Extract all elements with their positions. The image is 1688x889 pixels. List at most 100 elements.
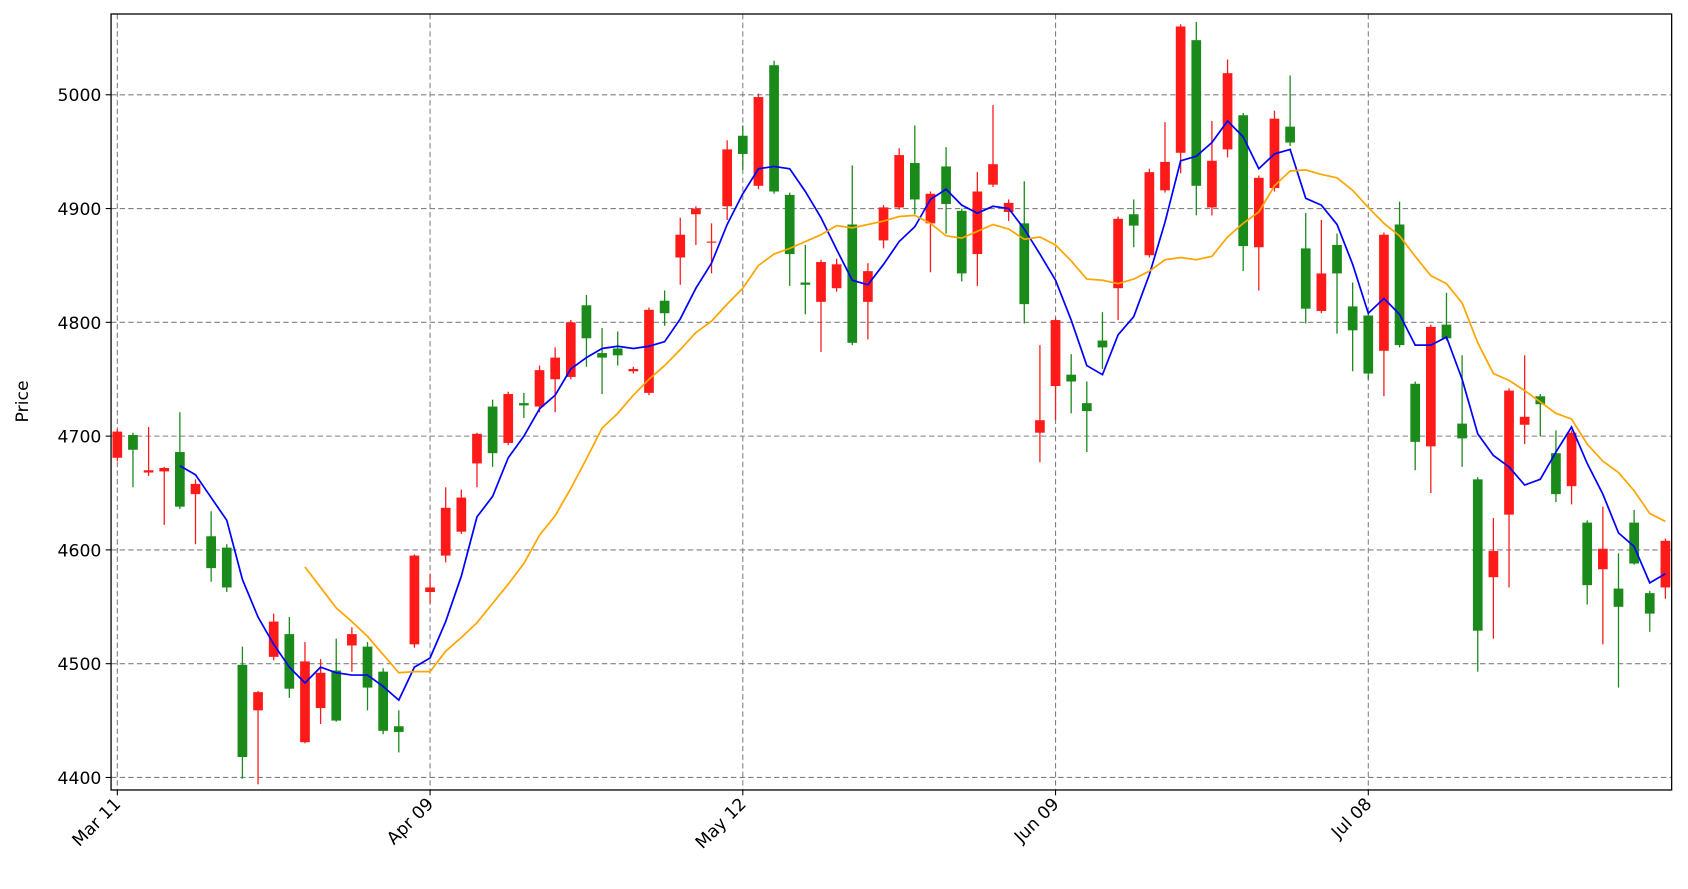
candle-body: [1285, 126, 1295, 143]
candle-body: [1113, 218, 1123, 289]
candle-body: [1629, 522, 1639, 564]
candle-body: [1050, 320, 1061, 387]
moving-average-line: [304, 168, 1666, 674]
candle-body: [253, 692, 263, 711]
candle-body: [800, 282, 811, 285]
candle-body: [300, 661, 310, 743]
x-tick-label: Apr 09: [383, 794, 438, 849]
x-tick-label: May 12: [692, 794, 751, 853]
candle-body: [1128, 214, 1139, 226]
candle-body: [409, 555, 420, 645]
candle-body: [1660, 540, 1671, 588]
candle-body: [1504, 390, 1514, 515]
x-tick-label: Jun 09: [1010, 794, 1063, 847]
candle-body: [393, 726, 404, 732]
candle-body: [675, 234, 686, 258]
x-tick-label: Mar 11: [69, 794, 125, 850]
candle-body: [1644, 593, 1655, 614]
candle-body: [597, 353, 607, 358]
y-tick-label: 4600: [58, 541, 102, 561]
candle-body: [1097, 340, 1108, 348]
candle-body: [878, 207, 889, 241]
candle-body: [1472, 479, 1483, 631]
y-tick-label: 4400: [58, 769, 102, 789]
candle-body: [1144, 172, 1155, 256]
candle-body: [1598, 548, 1608, 570]
candle-body: [1566, 432, 1577, 487]
candle-body: [659, 300, 670, 314]
candle-body: [1207, 160, 1217, 208]
candle-body: [941, 166, 951, 205]
candle-body: [425, 587, 435, 593]
candle-body: [706, 241, 717, 243]
candle-body: [1425, 326, 1436, 447]
candle-body: [143, 470, 154, 473]
y-tick-label: 4900: [58, 200, 102, 220]
candle-body: [331, 670, 342, 721]
candle-body: [315, 672, 326, 709]
candle-body: [456, 497, 467, 532]
candle-body: [737, 135, 748, 154]
candle-body: [691, 208, 701, 215]
candle-body: [268, 621, 279, 657]
candle-body: [847, 224, 858, 343]
y-axis-label: Price: [13, 380, 33, 422]
candle-body: [1081, 403, 1092, 412]
candle-body: [722, 149, 733, 207]
candle-body: [1613, 588, 1624, 607]
candle-body: [644, 309, 654, 393]
candle-body: [362, 646, 373, 688]
candle-body: [1410, 383, 1421, 442]
candle-body: [581, 305, 592, 339]
y-tick-label: 4500: [58, 655, 102, 675]
candle-body: [909, 163, 920, 200]
candle-body: [628, 368, 639, 372]
candle-body: [1551, 453, 1561, 495]
candle-body: [206, 536, 216, 569]
moving-average-line: [179, 119, 1666, 702]
candle-body: [237, 664, 248, 757]
candle-body: [831, 264, 842, 289]
y-tick-label: 4800: [58, 314, 102, 334]
candle-body: [863, 271, 873, 302]
candle-body: [565, 322, 576, 377]
candle-body: [1003, 202, 1014, 212]
y-tick-label: 4700: [58, 428, 102, 448]
candle-body: [440, 507, 451, 556]
candle-body: [1066, 374, 1077, 382]
candle-body: [1160, 161, 1170, 191]
candle-body: [753, 97, 764, 186]
candle-body: [487, 406, 498, 454]
candle-body: [769, 65, 779, 192]
candle-body: [612, 348, 623, 356]
candle-body: [1191, 40, 1202, 186]
candle-body: [221, 547, 232, 588]
candle-body: [988, 164, 998, 185]
plot-frame: [110, 13, 1673, 791]
candle-body: [925, 193, 936, 224]
candle-body: [784, 194, 795, 255]
candle-body: [128, 434, 138, 450]
candle-body: [816, 262, 826, 302]
candle-body: [1535, 396, 1546, 405]
candle-body: [472, 433, 482, 464]
candle-body: [175, 452, 185, 507]
candle-body: [503, 394, 514, 443]
y-tick-label: 5000: [58, 86, 102, 106]
candle-body: [1332, 244, 1342, 274]
candle-body: [1222, 73, 1233, 150]
candle-body: [972, 191, 983, 255]
candle-body: [550, 357, 561, 380]
candle-body: [347, 634, 357, 646]
candle-body: [1019, 223, 1030, 305]
candle-body: [190, 483, 201, 495]
candle-body: [1519, 416, 1530, 425]
candle-body: [284, 634, 295, 689]
candle-body: [1238, 115, 1249, 247]
candle-body: [519, 403, 529, 406]
candle-body: [1316, 273, 1327, 311]
candle-body: [1379, 234, 1389, 351]
candle-body: [894, 155, 905, 208]
candle-body: [956, 210, 967, 274]
